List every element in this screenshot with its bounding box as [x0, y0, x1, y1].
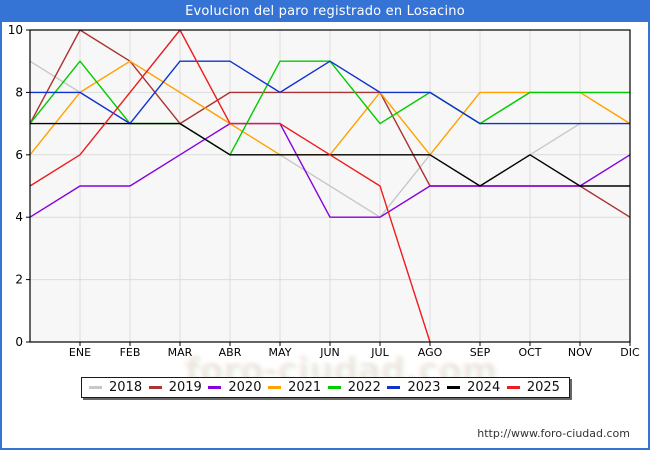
x-label-OCT: OCT [518, 346, 541, 359]
x-label-MAY: MAY [269, 346, 292, 359]
legend-item-2024: 2024 [447, 381, 500, 394]
y-axis-labels: 0 2 4 6 8 10 [8, 23, 23, 349]
chart-title: Evolucion del paro registrado en Losacin… [185, 3, 465, 19]
legend-item-2019: 2019 [148, 380, 202, 395]
x-axis-ticks [79, 342, 631, 346]
y-label-4: 4 [15, 210, 23, 224]
x-label-FEB: FEB [120, 346, 141, 359]
frame-right-border [648, 22, 650, 450]
legend-dash-2024 [447, 386, 461, 389]
series-2025 [29, 29, 431, 343]
x-label-DIC: DIC [620, 346, 640, 359]
legend-label-2020: 2020 [228, 380, 262, 395]
legend-label-2025: 2025 [526, 380, 560, 395]
x-label-MAR: MAR [168, 346, 193, 359]
x-label-JUN: JUN [319, 346, 340, 359]
x-axis-labels: ENE FEB MAR ABR MAY JUN JUL AGO SEP OCT NOV DIC [69, 346, 640, 359]
legend-dash-2025 [506, 386, 520, 389]
x-label-AGO: AGO [418, 346, 443, 359]
legend-dash-2018 [89, 386, 102, 389]
legend-item-2023: 2023 [387, 380, 441, 395]
series-2020 [29, 122, 631, 218]
legend-item-2021: 2021 [268, 381, 321, 394]
legend-label-2023: 2023 [407, 380, 441, 395]
x-label-ABR: ABR [219, 346, 242, 359]
y-label-6: 6 [15, 148, 23, 162]
legend-dash-2020 [208, 386, 222, 389]
legend-item-2020: 2020 [208, 381, 261, 394]
chart-title-bar: Evolucion del paro registrado en Losacin… [0, 0, 650, 22]
x-label-JUL: JUL [370, 346, 389, 359]
y-label-2: 2 [15, 273, 23, 287]
y-label-8: 8 [15, 85, 23, 99]
legend-item-2022: 2022 [327, 380, 381, 395]
y-label-10: 10 [8, 23, 23, 37]
x-label-NOV: NOV [568, 346, 593, 359]
y-label-0: 0 [15, 335, 23, 349]
legend-dash-2023 [387, 386, 401, 389]
y-axis-ticks [26, 29, 30, 343]
frame-left-border [0, 22, 2, 450]
footer-url: http://www.foro-ciudad.com [477, 427, 630, 440]
legend-item-2025: 2025 [506, 380, 560, 395]
legend-label-2018: 2018 [109, 380, 143, 395]
legend-label-2024: 2024 [467, 380, 501, 395]
frame-bottom-border [0, 448, 650, 450]
legend-dash-2019 [148, 386, 162, 389]
x-label-SEP: SEP [470, 346, 491, 359]
legend-dash-2022 [327, 386, 341, 389]
legend: 2018 2019 2020 2021 2022 2023 2024 2025 [81, 377, 570, 398]
x-label-ENE: ENE [69, 346, 91, 359]
legend-label-2021: 2021 [288, 380, 322, 395]
legend-dash-2021 [268, 386, 282, 389]
legend-item-2018: 2018 [89, 381, 142, 394]
legend-label-2019: 2019 [168, 380, 202, 395]
legend-label-2022: 2022 [347, 380, 381, 395]
